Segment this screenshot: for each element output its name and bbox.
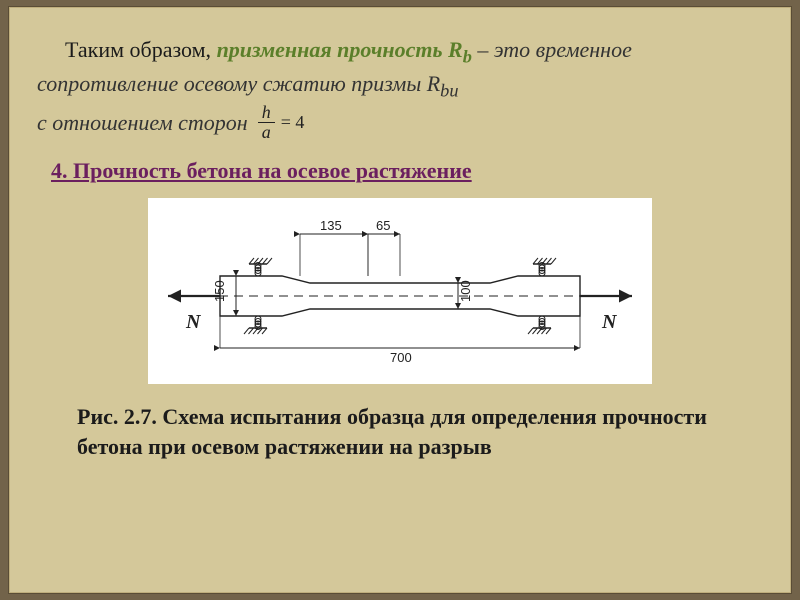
section-title: 4. Прочность бетона на осевое растяжение <box>51 158 763 184</box>
fraction-num: h <box>258 103 275 123</box>
svg-text:135: 135 <box>320 218 342 233</box>
figure-tensile-specimen: N N 135 65 150 100 700 <box>148 198 652 384</box>
svg-text:65: 65 <box>376 218 390 233</box>
definition-paragraph: Таким образом, призменная прочность Rb –… <box>37 35 763 103</box>
term-sub: b <box>463 46 472 66</box>
figure-svg: N N 135 65 150 100 700 <box>148 198 652 384</box>
definition-tail-sub: bu <box>440 81 458 101</box>
slide: Таким образом, призменная прочность Rb –… <box>8 6 792 594</box>
equation-rhs: = 4 <box>281 112 305 133</box>
ratio-row: с отношением сторон h a = 4 <box>37 103 763 142</box>
fraction: h a <box>258 103 275 142</box>
svg-text:150: 150 <box>212 280 227 302</box>
figure-caption: Рис. 2.7. Схема испытания образца для оп… <box>77 402 733 461</box>
svg-text:N: N <box>185 311 202 333</box>
ratio-lead: с отношением сторон <box>37 110 248 136</box>
fraction-den: a <box>258 123 275 142</box>
svg-text:N: N <box>601 311 618 333</box>
svg-text:700: 700 <box>390 350 412 365</box>
lead-text: Таким образом, <box>65 37 217 62</box>
term-prism-strength: призменная прочность Rb <box>217 37 478 62</box>
term-text: призменная прочность R <box>217 37 463 62</box>
svg-text:100: 100 <box>458 280 473 302</box>
ratio-equation: h a = 4 <box>258 103 305 142</box>
